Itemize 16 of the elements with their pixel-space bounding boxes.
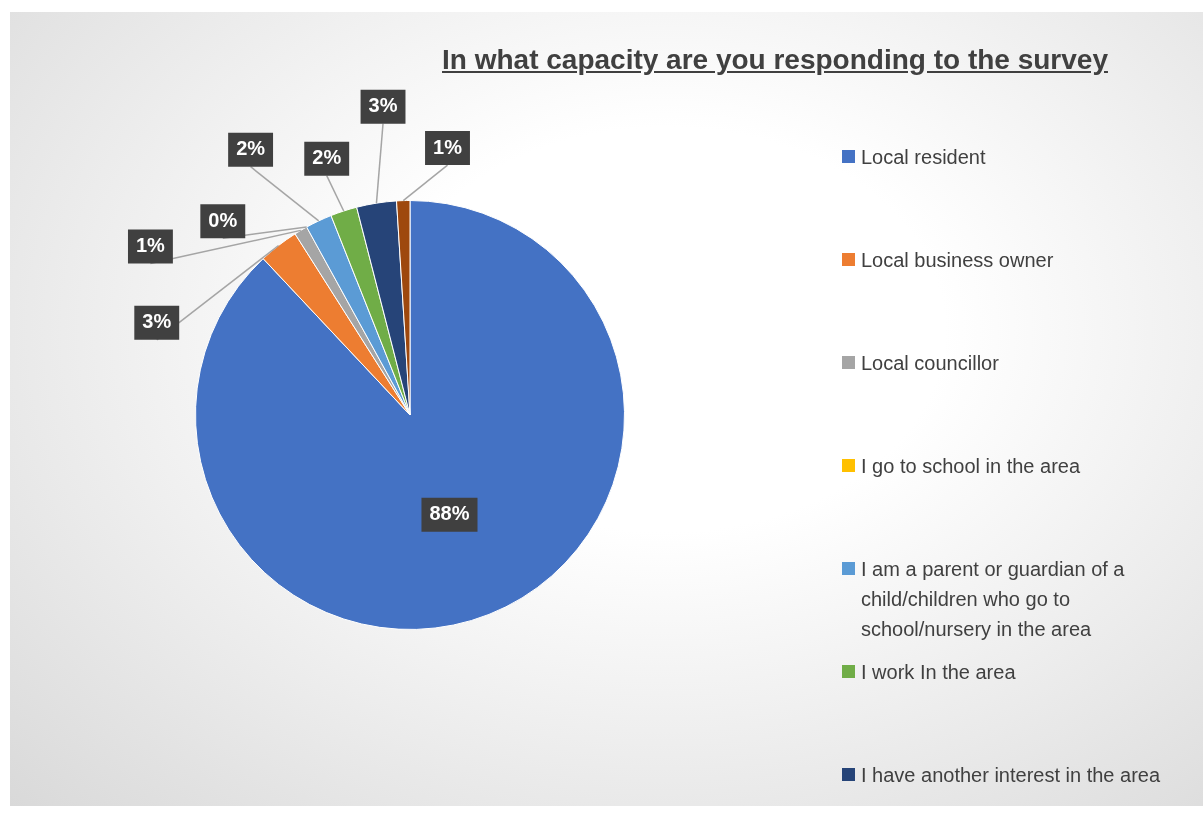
legend-label: Local business owner xyxy=(861,248,1054,273)
legend-label: I have another interest in the area xyxy=(861,763,1161,788)
data-label: 1% xyxy=(433,135,463,158)
legend-label: Local resident xyxy=(861,145,986,170)
legend-label: I work In the area xyxy=(861,660,1016,685)
data-label: 88% xyxy=(429,502,470,525)
text: 0% xyxy=(208,208,238,231)
legend-label: I am a parent or guardian of a child/children who go to school/nursery in the area xyxy=(861,557,1126,642)
data-label: 3% xyxy=(142,310,172,333)
data-label: 2% xyxy=(236,137,266,160)
data-label: 1% xyxy=(135,233,166,256)
legend-label: Local councillor xyxy=(861,351,999,376)
data-label: 2% xyxy=(312,146,342,169)
chart-title: In what capacity are you responding to the survey xyxy=(441,44,1109,76)
data-label: 3% xyxy=(368,94,398,117)
legend-label: I go to school in the area xyxy=(861,454,1081,479)
